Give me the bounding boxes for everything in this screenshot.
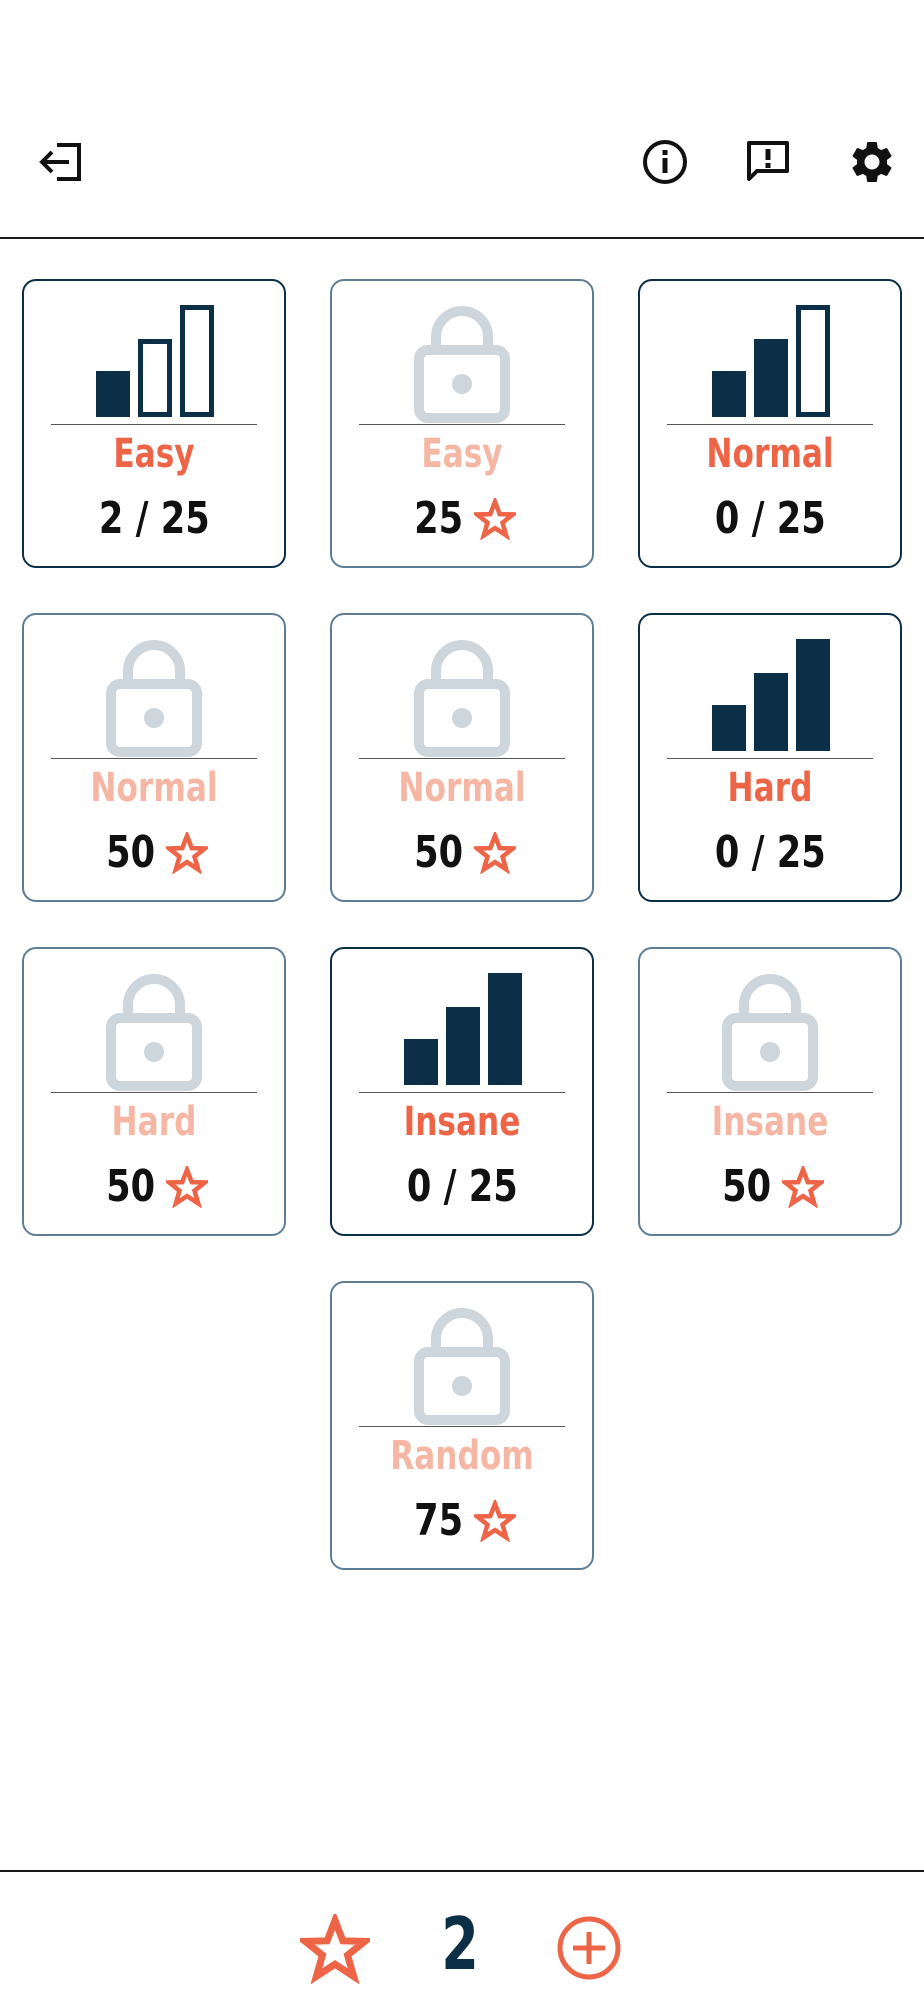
- card-divider: [51, 1092, 257, 1093]
- difficulty-bars-icon: [712, 639, 830, 751]
- lock-icon: [722, 974, 818, 1091]
- unlock-cost-value: 50: [722, 1161, 772, 1212]
- feedback-icon: [747, 141, 789, 181]
- unlock-cost: 75: [332, 1495, 592, 1546]
- settings-button[interactable]: [842, 132, 902, 192]
- star-icon: [473, 831, 516, 874]
- star-icon: [473, 497, 516, 540]
- star-count: 2: [441, 1902, 479, 1986]
- card-divider: [359, 1426, 565, 1427]
- level-progress-value: 0 / 25: [714, 827, 826, 878]
- card-divider: [667, 758, 873, 759]
- lock-icon: [106, 974, 202, 1091]
- level-card-normal[interactable]: Normal 0 / 25: [638, 279, 902, 568]
- locked-level-card-random[interactable]: Random 75: [330, 1281, 594, 1570]
- unlock-cost: 50: [332, 827, 592, 878]
- card-divider: [359, 1092, 565, 1093]
- level-title: Easy: [113, 431, 195, 477]
- lock-icon: [414, 1308, 510, 1425]
- level-progress: 0 / 25: [332, 1161, 592, 1212]
- card-icon-area: [640, 281, 900, 423]
- difficulty-bars-icon: [96, 305, 214, 417]
- level-progress: 0 / 25: [640, 827, 900, 878]
- level-title: Hard: [727, 765, 813, 811]
- unlock-cost-value: 75: [414, 1495, 464, 1546]
- difficulty-bars-icon: [712, 305, 830, 417]
- level-title: Normal: [90, 765, 218, 811]
- star-icon: [473, 1499, 516, 1542]
- card-icon-area: [332, 281, 592, 423]
- level-progress-value: 0 / 25: [406, 1161, 518, 1212]
- star-icon: [165, 1165, 208, 1208]
- unlock-cost: 50: [24, 1161, 284, 1212]
- unlock-cost: 25: [332, 493, 592, 544]
- unlock-cost-value: 50: [414, 827, 464, 878]
- card-icon-area: [24, 281, 284, 423]
- unlock-cost-value: 50: [106, 827, 156, 878]
- top-bar: [0, 0, 924, 239]
- difficulty-bars-icon: [404, 973, 522, 1085]
- level-title: Normal: [706, 431, 834, 477]
- star-icon: [165, 831, 208, 874]
- card-icon-area: [640, 615, 900, 757]
- level-card-hard[interactable]: Hard 0 / 25: [638, 613, 902, 902]
- lock-icon: [106, 640, 202, 757]
- locked-level-card-insane[interactable]: Insane 50: [638, 947, 902, 1236]
- card-icon-area: [24, 615, 284, 757]
- card-divider: [667, 424, 873, 425]
- unlock-cost-value: 25: [414, 493, 464, 544]
- feedback-button[interactable]: [738, 132, 798, 192]
- level-card-easy[interactable]: Easy 2 / 25: [22, 279, 286, 568]
- level-title: Insane: [403, 1099, 521, 1145]
- card-icon-area: [332, 1283, 592, 1425]
- locked-level-card-easy[interactable]: Easy 25: [330, 279, 594, 568]
- level-card-insane[interactable]: Insane 0 / 25: [330, 947, 594, 1236]
- level-title: Insane: [711, 1099, 829, 1145]
- gear-icon: [852, 142, 892, 182]
- locked-level-card-normal[interactable]: Normal 50: [22, 613, 286, 902]
- exit-icon: [39, 143, 81, 181]
- level-progress: 0 / 25: [640, 493, 900, 544]
- lock-icon: [414, 640, 510, 757]
- card-divider: [51, 758, 257, 759]
- info-icon: [643, 140, 687, 184]
- card-icon-area: [640, 949, 900, 1091]
- level-title: Hard: [111, 1099, 197, 1145]
- unlock-cost-value: 50: [106, 1161, 156, 1212]
- level-progress-value: 0 / 25: [714, 493, 826, 544]
- star-icon: [300, 1914, 370, 1984]
- card-divider: [359, 424, 565, 425]
- card-icon-area: [24, 949, 284, 1091]
- card-icon-area: [332, 615, 592, 757]
- lock-icon: [414, 306, 510, 423]
- info-button[interactable]: [635, 132, 695, 192]
- level-title: Normal: [398, 765, 526, 811]
- card-divider: [359, 758, 565, 759]
- locked-level-card-hard[interactable]: Hard 50: [22, 947, 286, 1236]
- level-title: Easy: [421, 431, 503, 477]
- unlock-cost: 50: [24, 827, 284, 878]
- level-progress-value: 2 / 25: [98, 493, 210, 544]
- bottom-bar: 2: [0, 1870, 924, 2000]
- plus-circle-icon[interactable]: [556, 1915, 622, 1981]
- level-title: Random: [390, 1433, 534, 1479]
- card-divider: [51, 424, 257, 425]
- card-divider: [667, 1092, 873, 1093]
- card-icon-area: [332, 949, 592, 1091]
- locked-level-card-normal[interactable]: Normal 50: [330, 613, 594, 902]
- exit-button[interactable]: [32, 132, 92, 192]
- level-progress: 2 / 25: [24, 493, 284, 544]
- unlock-cost: 50: [640, 1161, 900, 1212]
- star-icon: [781, 1165, 824, 1208]
